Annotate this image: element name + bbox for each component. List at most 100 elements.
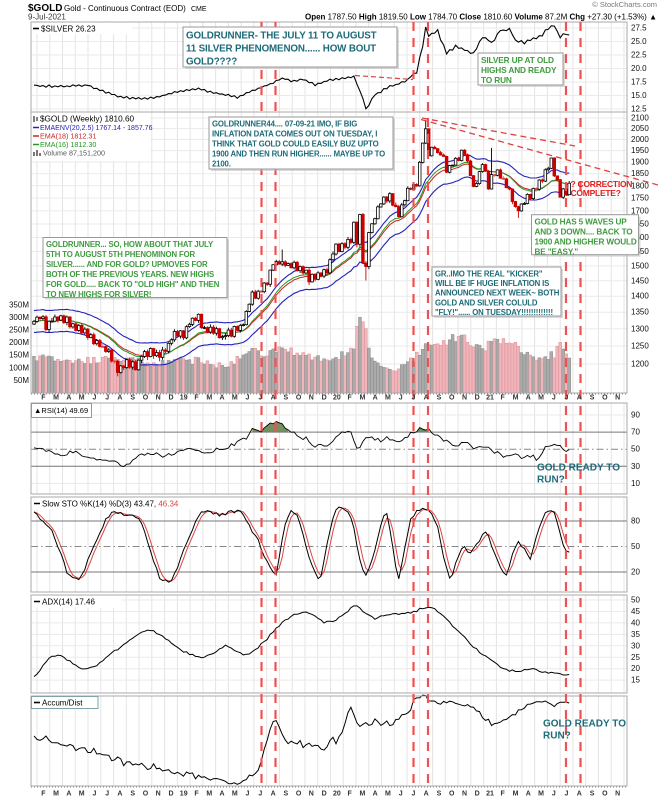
svg-text:M: M	[385, 395, 391, 402]
svg-text:40: 40	[631, 618, 640, 627]
svg-text:EMA(18) 1812.31: EMA(18) 1812.31	[40, 132, 96, 141]
svg-text:Accum/Dist: Accum/Dist	[42, 699, 83, 708]
svg-text:12.5: 12.5	[631, 105, 647, 114]
svg-text:A: A	[526, 395, 531, 402]
svg-text:M: M	[359, 791, 365, 798]
svg-text:N: N	[309, 395, 314, 402]
svg-text:5TH TO AUGUST 5TH PHENOMINON F: 5TH TO AUGUST 5TH PHENOMINON FOR	[46, 250, 195, 259]
svg-text:? CORRECTION: ? CORRECTION	[571, 179, 633, 189]
svg-text:1850: 1850	[631, 169, 649, 178]
svg-text:D: D	[168, 395, 173, 402]
svg-text:S: S	[130, 395, 135, 402]
svg-text:J: J	[399, 791, 403, 798]
svg-text:45: 45	[631, 607, 640, 616]
svg-text:20: 20	[333, 395, 341, 402]
svg-text:A: A	[577, 791, 582, 798]
svg-text:S: S	[283, 791, 288, 798]
svg-text:50: 50	[631, 542, 640, 551]
svg-text:1250: 1250	[631, 342, 649, 351]
svg-text:SILVER UP AT OLD: SILVER UP AT OLD	[481, 55, 554, 65]
svg-text:A: A	[424, 791, 429, 798]
svg-text:1350: 1350	[631, 308, 649, 317]
svg-text:A: A	[219, 395, 224, 402]
svg-text:A: A	[373, 791, 378, 798]
svg-text:M: M	[513, 395, 519, 402]
svg-text:M: M	[538, 791, 544, 798]
svg-text:© StockCharts.com: © StockCharts.com	[592, 0, 657, 9]
svg-text:A: A	[373, 395, 378, 402]
svg-text:70: 70	[631, 428, 640, 437]
svg-text:1500: 1500	[631, 261, 649, 270]
svg-text:D: D	[168, 791, 173, 798]
svg-text:1800: 1800	[631, 181, 649, 190]
svg-text:J: J	[565, 395, 569, 402]
svg-text:S: S	[590, 791, 595, 798]
svg-text:J: J	[258, 395, 262, 402]
svg-text:A: A	[117, 395, 122, 402]
svg-text:INFLATION DATA COMES OUT ON TU: INFLATION DATA COMES OUT ON TUESDAY, I	[212, 129, 377, 138]
svg-text:A: A	[66, 395, 71, 402]
svg-text:GOLDRUNNER... SO, HOW ABOUT TH: GOLDRUNNER... SO, HOW ABOUT THAT JULY	[46, 240, 214, 249]
svg-text:350M: 350M	[9, 300, 29, 309]
svg-text:GR..IMO THE REAL "KICKER": GR..IMO THE REAL "KICKER"	[435, 269, 543, 278]
svg-text:BE "EASY.": BE "EASY."	[535, 247, 579, 256]
svg-text:A: A	[271, 791, 276, 798]
svg-text:1200: 1200	[631, 360, 649, 369]
svg-text:N: N	[462, 395, 467, 402]
svg-text:1900 AND THEN RUN HIGHER......: 1900 AND THEN RUN HIGHER...... MAYBE UP …	[212, 149, 385, 158]
svg-text:N: N	[462, 791, 467, 798]
svg-text:GOLD READY TO: GOLD READY TO	[543, 719, 626, 730]
svg-text:25.0: 25.0	[631, 37, 647, 46]
svg-text:O: O	[602, 395, 608, 402]
svg-text:D: D	[475, 395, 480, 402]
svg-text:17.5: 17.5	[631, 78, 647, 87]
svg-text:RUN?: RUN?	[537, 475, 565, 486]
svg-text:50: 50	[631, 445, 640, 454]
svg-text:20: 20	[631, 664, 640, 673]
svg-text:TO RUN: TO RUN	[481, 75, 512, 85]
svg-text:S: S	[590, 395, 595, 402]
svg-text:$SILVER 26.23: $SILVER 26.23	[41, 25, 96, 34]
svg-text:THINK THAT GOLD COULD EASILY B: THINK THAT GOLD COULD EASILY BUZ UPTO	[212, 139, 379, 148]
svg-text:Gold - Continuous Contract (EO: Gold - Continuous Contract (EOD)	[64, 4, 186, 13]
svg-text:RUN?: RUN?	[543, 731, 571, 742]
svg-text:1900 AND HIGHER WOULD: 1900 AND HIGHER WOULD	[535, 237, 637, 246]
svg-text:D: D	[475, 791, 480, 798]
svg-text:2100.: 2100.	[212, 159, 231, 168]
svg-text:90: 90	[631, 411, 640, 420]
svg-text:J: J	[411, 395, 415, 402]
svg-text:1750: 1750	[631, 194, 649, 203]
svg-text:O: O	[143, 791, 149, 798]
svg-text:21: 21	[486, 395, 494, 402]
svg-text:F: F	[501, 791, 506, 798]
svg-text:15: 15	[631, 676, 640, 685]
svg-text:EMAENV(20,2.5) 1767.14 - 1857.: EMAENV(20,2.5) 1767.14 - 1857.76	[40, 125, 153, 132]
svg-text:N: N	[615, 791, 620, 798]
svg-text:▲RSI(14) 49.69: ▲RSI(14) 49.69	[34, 406, 88, 415]
svg-text:F: F	[41, 395, 46, 402]
svg-text:A: A	[271, 395, 276, 402]
svg-text:80: 80	[631, 517, 640, 526]
svg-text:M: M	[206, 395, 212, 402]
svg-text:50: 50	[631, 596, 640, 605]
svg-text:GOLDRUNNER44.... 07-09-21 IMO,: GOLDRUNNER44.... 07-09-21 IMO, IF BIG	[212, 119, 357, 128]
svg-text:A: A	[66, 791, 71, 798]
svg-text:1900: 1900	[631, 158, 649, 167]
svg-text:WILL BE IF HUGE INFLATION IS: WILL BE IF HUGE INFLATION IS	[435, 279, 549, 288]
svg-text:21: 21	[486, 791, 494, 798]
svg-text:150M: 150M	[9, 351, 29, 360]
svg-text:GOLD AND SILVER COLULD: GOLD AND SILVER COLULD	[435, 298, 538, 307]
svg-text:15.0: 15.0	[631, 91, 647, 100]
svg-text:SILVER...... AND FOR GOLD? UPM: SILVER...... AND FOR GOLD? UPMOVES FOR	[46, 260, 208, 269]
svg-text:J: J	[105, 791, 109, 798]
svg-text:M: M	[53, 791, 59, 798]
svg-text:Open 1787.50 High 1819.50 Low: Open 1787.50 High 1819.50 Low 1784.70 Cl…	[305, 13, 657, 22]
svg-text:J: J	[92, 791, 96, 798]
svg-text:J: J	[411, 791, 415, 798]
svg-text:J: J	[92, 395, 96, 402]
svg-text:J: J	[565, 791, 569, 798]
svg-text:19: 19	[180, 395, 188, 402]
svg-text:35: 35	[631, 630, 640, 639]
svg-text:GOLD HAS 5 WAVES UP: GOLD HAS 5 WAVES UP	[535, 217, 628, 226]
svg-text:1450: 1450	[631, 276, 649, 285]
